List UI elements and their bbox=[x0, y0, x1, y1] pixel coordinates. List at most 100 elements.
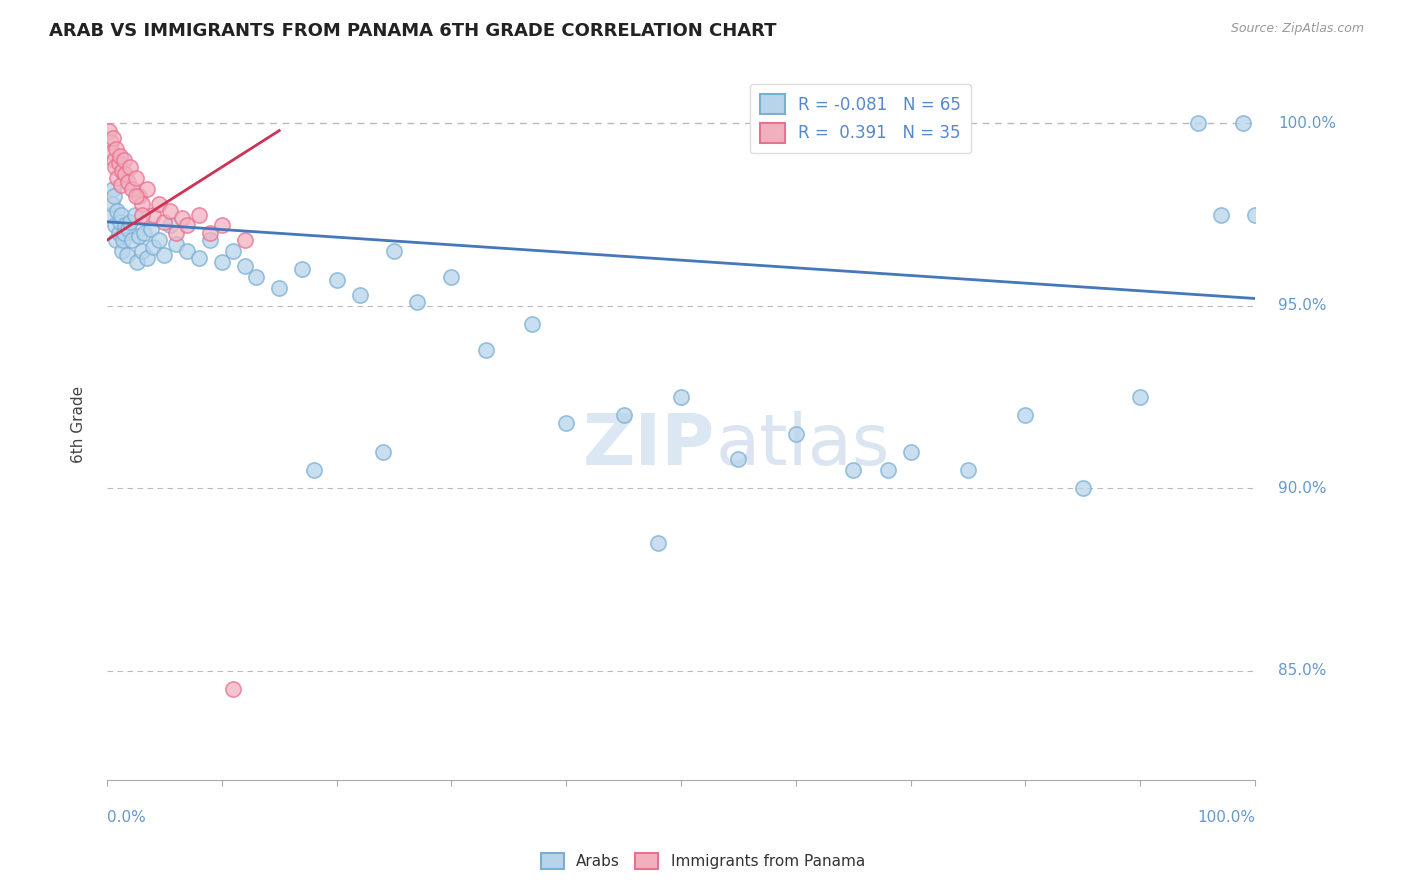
Point bbox=[110, 178, 132, 193]
Point bbox=[103, 189, 125, 203]
Point bbox=[165, 236, 187, 251]
Point bbox=[187, 252, 209, 266]
Text: ZIP: ZIP bbox=[583, 411, 716, 480]
Point bbox=[112, 233, 135, 247]
Legend: R = -0.081   N = 65, R =  0.391   N = 35: R = -0.081 N = 65, R = 0.391 N = 35 bbox=[749, 84, 972, 153]
Point bbox=[111, 244, 134, 258]
Point bbox=[114, 219, 136, 233]
Point bbox=[291, 262, 314, 277]
Point bbox=[475, 343, 498, 357]
Text: 0.0%: 0.0% bbox=[107, 810, 146, 824]
Point bbox=[107, 226, 129, 240]
Point bbox=[104, 219, 127, 233]
Point bbox=[956, 463, 979, 477]
Text: 85.0%: 85.0% bbox=[1278, 664, 1326, 678]
Point bbox=[222, 681, 245, 696]
Text: Source: ZipAtlas.com: Source: ZipAtlas.com bbox=[1230, 22, 1364, 36]
Text: atlas: atlas bbox=[716, 411, 890, 480]
Point bbox=[440, 269, 463, 284]
Point bbox=[101, 131, 124, 145]
Text: ARAB VS IMMIGRANTS FROM PANAMA 6TH GRADE CORRELATION CHART: ARAB VS IMMIGRANTS FROM PANAMA 6TH GRADE… bbox=[49, 22, 776, 40]
Point bbox=[842, 463, 865, 477]
Point bbox=[104, 160, 127, 174]
Point bbox=[139, 222, 162, 236]
Point bbox=[176, 219, 198, 233]
Point bbox=[1014, 409, 1036, 423]
Point bbox=[349, 288, 371, 302]
Point bbox=[108, 149, 131, 163]
Point bbox=[153, 248, 176, 262]
Point bbox=[1244, 208, 1267, 222]
Point bbox=[100, 196, 122, 211]
Point bbox=[98, 123, 121, 137]
Point bbox=[131, 244, 153, 258]
Point bbox=[121, 233, 143, 247]
Point bbox=[100, 145, 122, 160]
Point bbox=[136, 182, 159, 196]
Point bbox=[107, 203, 129, 218]
Y-axis label: 6th Grade: 6th Grade bbox=[72, 386, 86, 463]
Point bbox=[125, 171, 148, 186]
Point bbox=[118, 215, 141, 229]
Point bbox=[131, 208, 153, 222]
Point bbox=[114, 167, 136, 181]
Point bbox=[100, 135, 122, 149]
Point bbox=[117, 222, 139, 236]
Point bbox=[118, 160, 141, 174]
Point bbox=[136, 252, 159, 266]
Point bbox=[233, 233, 256, 247]
Point bbox=[107, 156, 129, 170]
Point bbox=[148, 233, 170, 247]
Point bbox=[1232, 116, 1254, 130]
Point bbox=[100, 208, 122, 222]
Point bbox=[1129, 390, 1152, 404]
Point bbox=[142, 208, 165, 222]
Point bbox=[245, 269, 267, 284]
Point bbox=[900, 444, 922, 458]
Point bbox=[176, 244, 198, 258]
Text: 95.0%: 95.0% bbox=[1278, 298, 1326, 313]
Point bbox=[876, 463, 898, 477]
Point bbox=[211, 219, 233, 233]
Point bbox=[170, 211, 193, 226]
Point bbox=[121, 182, 143, 196]
Point bbox=[108, 215, 131, 229]
Point bbox=[325, 273, 347, 287]
Point bbox=[669, 390, 692, 404]
Text: 90.0%: 90.0% bbox=[1278, 481, 1326, 496]
Point bbox=[110, 208, 132, 222]
Point bbox=[165, 226, 187, 240]
Point bbox=[159, 219, 181, 233]
Point bbox=[211, 255, 233, 269]
Point bbox=[200, 233, 222, 247]
Point bbox=[1187, 116, 1209, 130]
Point bbox=[105, 142, 128, 156]
Point bbox=[131, 196, 153, 211]
Point bbox=[107, 171, 129, 186]
Point bbox=[103, 153, 125, 167]
Point bbox=[302, 463, 325, 477]
Point bbox=[159, 203, 181, 218]
Legend: Arabs, Immigrants from Panama: Arabs, Immigrants from Panama bbox=[536, 847, 870, 875]
Point bbox=[105, 233, 128, 247]
Point bbox=[406, 295, 429, 310]
Point bbox=[148, 196, 170, 211]
Point bbox=[153, 215, 176, 229]
Point bbox=[132, 226, 155, 240]
Point bbox=[115, 248, 138, 262]
Point bbox=[382, 244, 405, 258]
Point bbox=[128, 229, 150, 244]
Point bbox=[101, 182, 124, 196]
Point bbox=[128, 189, 150, 203]
Point bbox=[142, 240, 165, 254]
Point bbox=[200, 226, 222, 240]
Point bbox=[727, 452, 749, 467]
Point bbox=[1209, 208, 1232, 222]
Point bbox=[269, 280, 291, 294]
Point bbox=[520, 317, 543, 331]
Text: 100.0%: 100.0% bbox=[1197, 810, 1256, 824]
Point bbox=[555, 416, 578, 430]
Point bbox=[613, 409, 636, 423]
Point bbox=[187, 208, 209, 222]
Point bbox=[233, 259, 256, 273]
